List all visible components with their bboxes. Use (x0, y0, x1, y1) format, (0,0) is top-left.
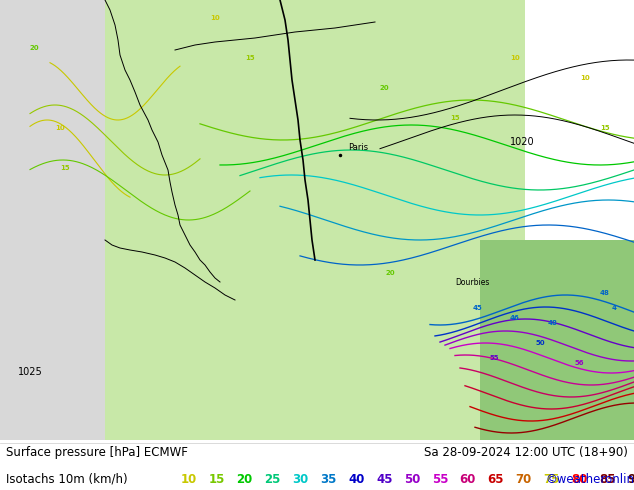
Text: 70: 70 (515, 472, 532, 486)
Text: 1025: 1025 (18, 367, 42, 377)
Text: 50: 50 (536, 340, 546, 346)
Text: 10: 10 (510, 55, 520, 61)
Text: Dourbies: Dourbies (455, 278, 489, 287)
Text: 10: 10 (580, 75, 590, 81)
Text: 1020: 1020 (510, 137, 534, 147)
Text: 75: 75 (543, 472, 560, 486)
Text: 90: 90 (627, 472, 634, 486)
Text: 15: 15 (450, 115, 460, 121)
Text: 4: 4 (612, 305, 617, 311)
Text: 35: 35 (320, 472, 337, 486)
Text: 46: 46 (510, 315, 520, 321)
Text: 45: 45 (473, 305, 482, 311)
Text: 45: 45 (376, 472, 392, 486)
Text: 20: 20 (380, 85, 390, 91)
Text: 55: 55 (490, 355, 500, 361)
Text: 20: 20 (385, 270, 394, 276)
Text: Paris: Paris (348, 143, 368, 152)
Text: 15: 15 (600, 125, 610, 131)
Text: 15: 15 (60, 165, 70, 171)
Text: 10: 10 (55, 125, 65, 131)
Text: 65: 65 (488, 472, 504, 486)
Text: 48: 48 (600, 290, 610, 296)
Bar (105, 0, 525, 440)
Text: 15: 15 (209, 472, 225, 486)
Bar (0, 0, 105, 440)
Text: 85: 85 (599, 472, 616, 486)
Text: 48: 48 (548, 320, 558, 326)
Text: ©weatheronline.co.uk: ©weatheronline.co.uk (545, 472, 634, 486)
Text: 50: 50 (404, 472, 420, 486)
Text: Sa 28-09-2024 12:00 UTC (18+90): Sa 28-09-2024 12:00 UTC (18+90) (424, 446, 628, 459)
Text: 10: 10 (210, 15, 220, 21)
Text: Isotachs 10m (km/h): Isotachs 10m (km/h) (6, 472, 128, 486)
Text: 55: 55 (432, 472, 448, 486)
Text: 20: 20 (236, 472, 253, 486)
Text: 80: 80 (571, 472, 588, 486)
Text: 25: 25 (264, 472, 281, 486)
Bar (480, 240, 634, 440)
Text: Surface pressure [hPa] ECMWF: Surface pressure [hPa] ECMWF (6, 446, 188, 459)
Text: 60: 60 (460, 472, 476, 486)
Text: 30: 30 (292, 472, 309, 486)
Text: 20: 20 (30, 45, 39, 51)
Text: 15: 15 (245, 55, 255, 61)
Text: 40: 40 (348, 472, 365, 486)
Text: 56: 56 (575, 360, 585, 366)
Text: 10: 10 (181, 472, 197, 486)
